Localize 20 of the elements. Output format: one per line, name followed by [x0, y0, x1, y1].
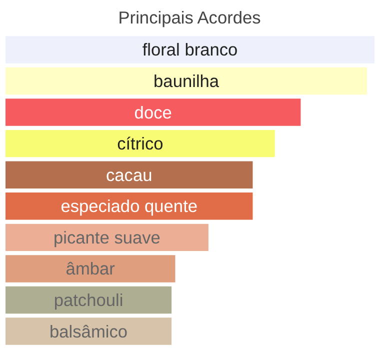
- y-tick-label: doce: [134, 102, 172, 122]
- y-tick-label: baunilha: [154, 70, 220, 91]
- y-tick-label: cacau: [106, 164, 152, 185]
- y-tick-label: cítrico: [117, 134, 164, 154]
- bar: [6, 98, 301, 126]
- y-tick-label: floral branco: [142, 40, 238, 60]
- bar: [6, 161, 253, 188]
- bar: [6, 130, 275, 158]
- y-tick-label: balsâmico: [50, 321, 128, 342]
- y-tick-label: patchouli: [54, 290, 124, 310]
- y-tick-label: especiado quente: [60, 196, 198, 216]
- y-tick-label: âmbar: [66, 258, 116, 279]
- bar: [6, 192, 253, 220]
- bar: [6, 286, 172, 314]
- y-tick-label: picante suave: [54, 227, 160, 248]
- bar: [6, 67, 368, 95]
- bar: [6, 224, 208, 252]
- bar: [6, 255, 176, 282]
- bar: [6, 318, 172, 345]
- chart-title: Principais Acordes: [118, 8, 262, 28]
